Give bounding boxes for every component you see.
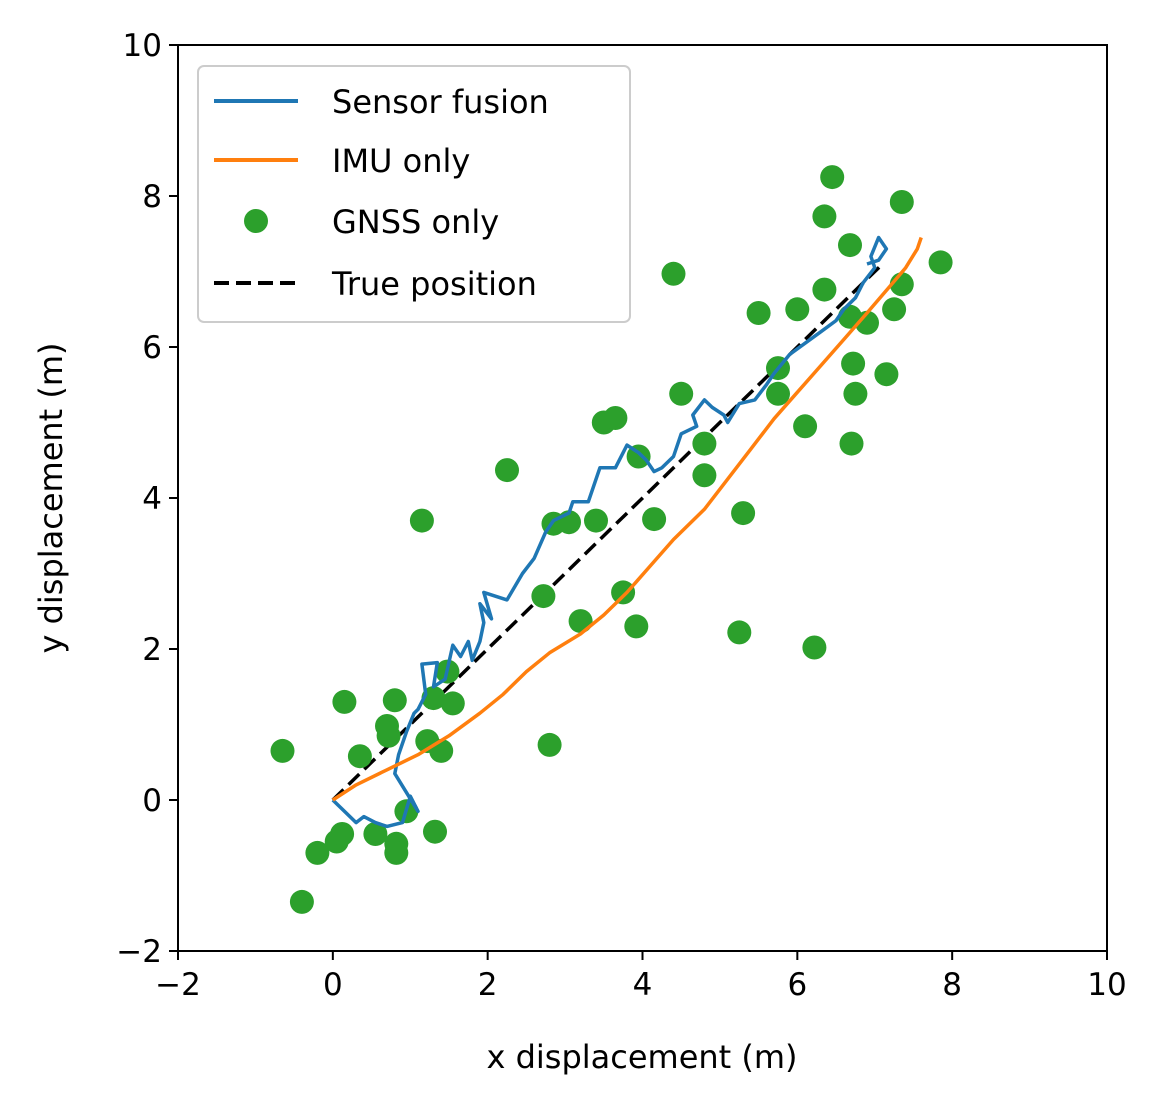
series-layer [270, 165, 953, 914]
point-gnss-only [568, 609, 593, 634]
point-gnss-only [332, 689, 357, 714]
y-tick-label: −2 [116, 934, 162, 970]
point-gnss-only [669, 381, 694, 406]
point-gnss-only [882, 297, 907, 322]
point-gnss-only [537, 732, 562, 757]
y-tick-label: 4 [142, 481, 162, 517]
series-line-imu-only [331, 236, 923, 802]
point-gnss-only [843, 381, 868, 406]
point-gnss-only [384, 840, 409, 865]
point-gnss-only [889, 190, 914, 214]
point-gnss-only [440, 691, 465, 716]
point-gnss-only [495, 458, 519, 483]
legend-box [197, 65, 631, 323]
point-gnss-only [584, 508, 608, 533]
point-gnss-only [727, 620, 752, 645]
point-gnss-only [855, 310, 879, 335]
y-tick-label: 0 [142, 783, 162, 819]
point-gnss-only [611, 580, 636, 605]
point-gnss-only [731, 501, 756, 526]
point-gnss-only [421, 686, 446, 711]
series-line-sensor-fusion [331, 235, 889, 829]
point-gnss-only [289, 889, 314, 914]
x-axis-label: x displacement (m) [486, 1038, 797, 1076]
point-gnss-only [874, 362, 899, 387]
x-tick-label: 8 [942, 967, 962, 1003]
ticks-layer: −2 0 2 4 6 8 10 −2 0 2 4 6 8 10 [116, 28, 1126, 1003]
y-tick-label: 8 [142, 179, 162, 215]
legend-label-gnss-only: GNSS only [332, 203, 499, 241]
point-gnss-only [928, 250, 953, 275]
x-tick-label: 6 [787, 967, 807, 1003]
point-gnss-only [793, 414, 818, 439]
point-gnss-only [785, 297, 810, 322]
point-gnss-only [347, 744, 372, 769]
point-gnss-only [841, 351, 866, 376]
legend: Sensor fusion IMU only GNSS only True po… [197, 65, 631, 323]
point-gnss-only [270, 738, 295, 763]
legend-swatch-gnss-only [244, 209, 268, 233]
point-gnss-only [642, 507, 667, 532]
x-tick-label: 4 [633, 967, 653, 1003]
point-gnss-only [624, 614, 649, 639]
y-tick-label: 2 [142, 632, 162, 668]
point-gnss-only [812, 277, 837, 302]
point-gnss-only [692, 431, 717, 456]
point-gnss-only [802, 635, 827, 660]
point-gnss-only [382, 688, 407, 713]
point-gnss-only [409, 508, 434, 533]
y-tick-label: 10 [123, 28, 162, 64]
legend-label-sensor-fusion: Sensor fusion [332, 83, 549, 121]
point-gnss-only [839, 431, 864, 456]
point-gnss-only [661, 261, 686, 286]
point-gnss-only [305, 840, 330, 865]
point-gnss-only [603, 406, 628, 430]
x-tick-label: 0 [323, 967, 343, 1003]
x-tick-label: −2 [155, 967, 201, 1003]
point-gnss-only [363, 822, 388, 846]
y-axis-label: y displacement (m) [32, 342, 70, 653]
x-tick-label: 2 [478, 967, 498, 1003]
point-gnss-only [766, 381, 790, 406]
point-gnss-only [838, 233, 862, 258]
point-gnss-only [692, 463, 717, 488]
point-gnss-only [820, 165, 845, 190]
legend-label-imu-only: IMU only [332, 142, 470, 180]
y-tick-label: 6 [142, 330, 162, 366]
point-gnss-only [423, 819, 447, 844]
x-tick-label: 10 [1087, 967, 1126, 1003]
point-gnss-only [330, 822, 355, 846]
legend-label-true-position: True position [331, 265, 537, 303]
point-gnss-only [531, 584, 556, 609]
point-gnss-only [746, 301, 771, 325]
point-gnss-only [812, 204, 837, 229]
point-gnss-only [376, 723, 401, 748]
